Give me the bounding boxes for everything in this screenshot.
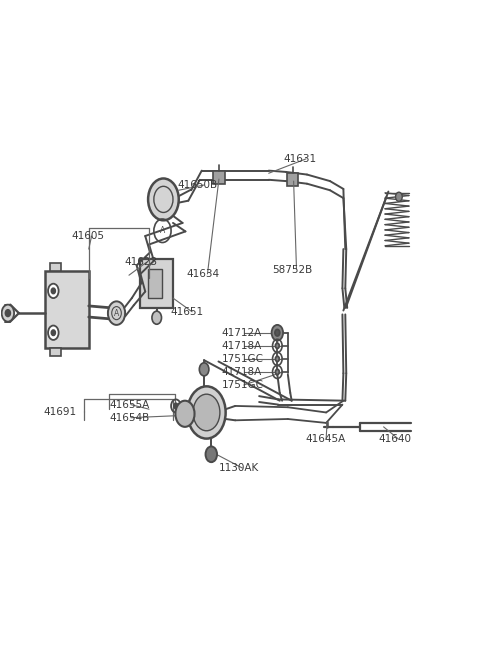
Text: 41623: 41623 [124, 257, 157, 267]
Bar [148, 269, 162, 298]
Text: 41634: 41634 [186, 269, 219, 279]
Circle shape [187, 386, 226, 439]
Text: 41640: 41640 [379, 434, 412, 443]
Circle shape [199, 363, 209, 376]
Text: 1130AK: 1130AK [218, 463, 259, 473]
Text: 41631: 41631 [283, 154, 316, 164]
Circle shape [108, 301, 125, 325]
Circle shape [193, 394, 220, 431]
Circle shape [276, 356, 279, 362]
Text: 41605: 41605 [72, 231, 105, 241]
Text: 41651: 41651 [170, 307, 204, 317]
Text: 41718A: 41718A [222, 367, 262, 377]
Circle shape [205, 447, 217, 462]
Text: 1751GC: 1751GC [222, 354, 264, 364]
Circle shape [51, 288, 55, 293]
Text: 41655A: 41655A [110, 400, 150, 409]
Text: 41650B: 41650B [178, 180, 218, 190]
Text: 41645A: 41645A [305, 434, 345, 443]
Circle shape [51, 330, 55, 335]
Circle shape [275, 329, 280, 336]
Bar [213, 172, 225, 184]
Circle shape [1, 305, 14, 322]
Bar [49, 263, 61, 271]
Circle shape [276, 369, 279, 375]
Circle shape [174, 403, 178, 409]
Circle shape [152, 311, 161, 324]
Text: 58752B: 58752B [273, 265, 313, 275]
Circle shape [5, 310, 10, 316]
Circle shape [148, 178, 179, 220]
Circle shape [48, 284, 59, 298]
Circle shape [48, 326, 59, 340]
Bar [49, 348, 61, 356]
Text: A: A [114, 309, 119, 318]
Circle shape [396, 192, 402, 201]
Text: 41654B: 41654B [110, 413, 150, 422]
Text: A: A [160, 226, 165, 235]
Text: 1751GC: 1751GC [222, 380, 264, 390]
Text: 41691: 41691 [44, 407, 77, 417]
Circle shape [272, 325, 283, 341]
Bar [45, 271, 89, 348]
Text: 41712A: 41712A [222, 328, 262, 338]
Text: 41718A: 41718A [222, 341, 262, 351]
Bar [287, 174, 299, 186]
Circle shape [276, 343, 279, 348]
Bar [141, 259, 173, 308]
Circle shape [175, 401, 194, 427]
